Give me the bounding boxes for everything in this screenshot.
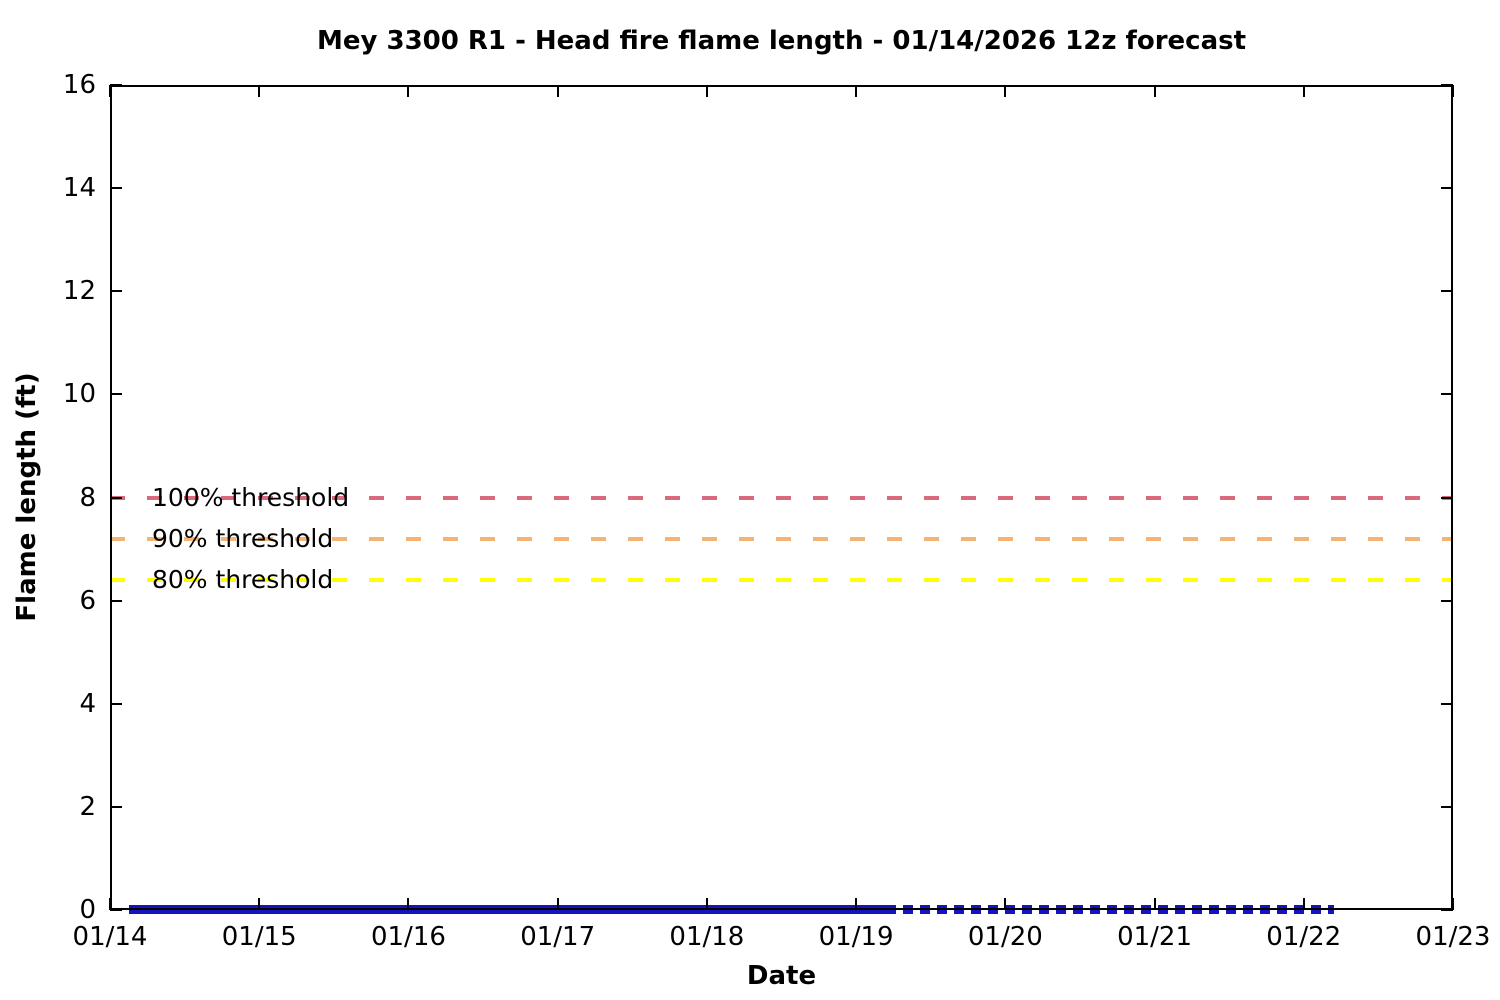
y-tick-label: 16 [62, 70, 96, 100]
threshold-label: 80% threshold [152, 565, 334, 594]
y-tick-mark [1441, 393, 1453, 396]
x-tick-mark [1452, 898, 1454, 910]
threshold-line [110, 495, 1453, 500]
series-segment-dotted [885, 905, 1334, 914]
x-tick-mark [258, 85, 261, 97]
x-tick-mark [705, 85, 708, 97]
x-tick-label: 01/23 [1415, 922, 1491, 952]
y-tick-mark [1441, 496, 1453, 499]
x-tick-label: 01/21 [1117, 922, 1193, 952]
x-tick-label: 01/22 [1266, 922, 1342, 952]
y-tick-label: 8 [79, 482, 96, 513]
x-tick-mark [855, 85, 858, 97]
y-tick-mark [110, 290, 122, 293]
chart-title: Mey 3300 R1 - Head fire flame length - 0… [316, 26, 1247, 56]
y-tick-mark [110, 599, 122, 602]
x-tick-mark [1452, 85, 1454, 97]
x-tick-label: 01/15 [221, 922, 297, 952]
y-tick-mark [1441, 187, 1453, 190]
x-tick-mark [258, 898, 261, 910]
x-tick-mark [109, 898, 111, 910]
x-tick-mark [1004, 85, 1007, 97]
threshold-line [110, 536, 1453, 541]
x-tick-mark [556, 85, 559, 97]
x-tick-mark [407, 898, 410, 910]
y-tick-mark [110, 187, 122, 190]
y-tick-label: 14 [62, 173, 96, 204]
x-tick-mark [1153, 85, 1156, 97]
x-tick-mark [109, 85, 111, 97]
series-segment-solid [129, 905, 886, 914]
x-tick-mark [407, 85, 410, 97]
y-tick-label: 0 [79, 895, 96, 925]
y-tick-mark [1441, 290, 1453, 293]
x-tick-label: 01/14 [72, 922, 148, 952]
y-tick-label: 4 [79, 688, 96, 719]
plot-area: 0 2 4 6 8 10 12 14 16 01/14 01/15 01/16 01/17 01/18 01… [63, 70, 1491, 952]
y-tick-mark [110, 909, 122, 911]
y-tick-mark [110, 84, 122, 86]
y-tick-label: 12 [62, 276, 96, 307]
y-tick-mark [110, 393, 122, 396]
threshold-line [110, 578, 1453, 582]
y-tick-mark [1441, 702, 1453, 705]
x-axis-title: Date [746, 961, 817, 991]
threshold-label: 100% threshold [152, 482, 350, 512]
x-tick-mark [1004, 898, 1007, 910]
y-tick-label: 2 [79, 791, 96, 822]
x-tick-mark [705, 898, 708, 910]
threshold-label: 90% threshold [152, 523, 334, 553]
x-tick-mark [855, 898, 858, 910]
x-tick-label: 01/18 [669, 922, 745, 952]
y-tick-mark [110, 496, 122, 499]
y-tick-label: 6 [79, 585, 96, 616]
x-tick-label: 01/19 [818, 922, 894, 952]
x-tick-label: 01/17 [520, 922, 596, 952]
y-tick-mark [1441, 599, 1453, 602]
x-tick-label: 01/16 [370, 922, 446, 952]
x-tick-label: 01/20 [967, 922, 1043, 952]
x-tick-mark [1302, 85, 1305, 97]
y-tick-label: 10 [62, 379, 96, 410]
y-tick-mark [110, 805, 122, 808]
y-tick-mark [1441, 909, 1453, 911]
y-tick-mark [1441, 805, 1453, 808]
x-tick-mark [1302, 898, 1305, 910]
x-tick-mark [556, 898, 559, 910]
y-tick-mark [110, 702, 122, 705]
x-tick-mark [1153, 898, 1156, 910]
